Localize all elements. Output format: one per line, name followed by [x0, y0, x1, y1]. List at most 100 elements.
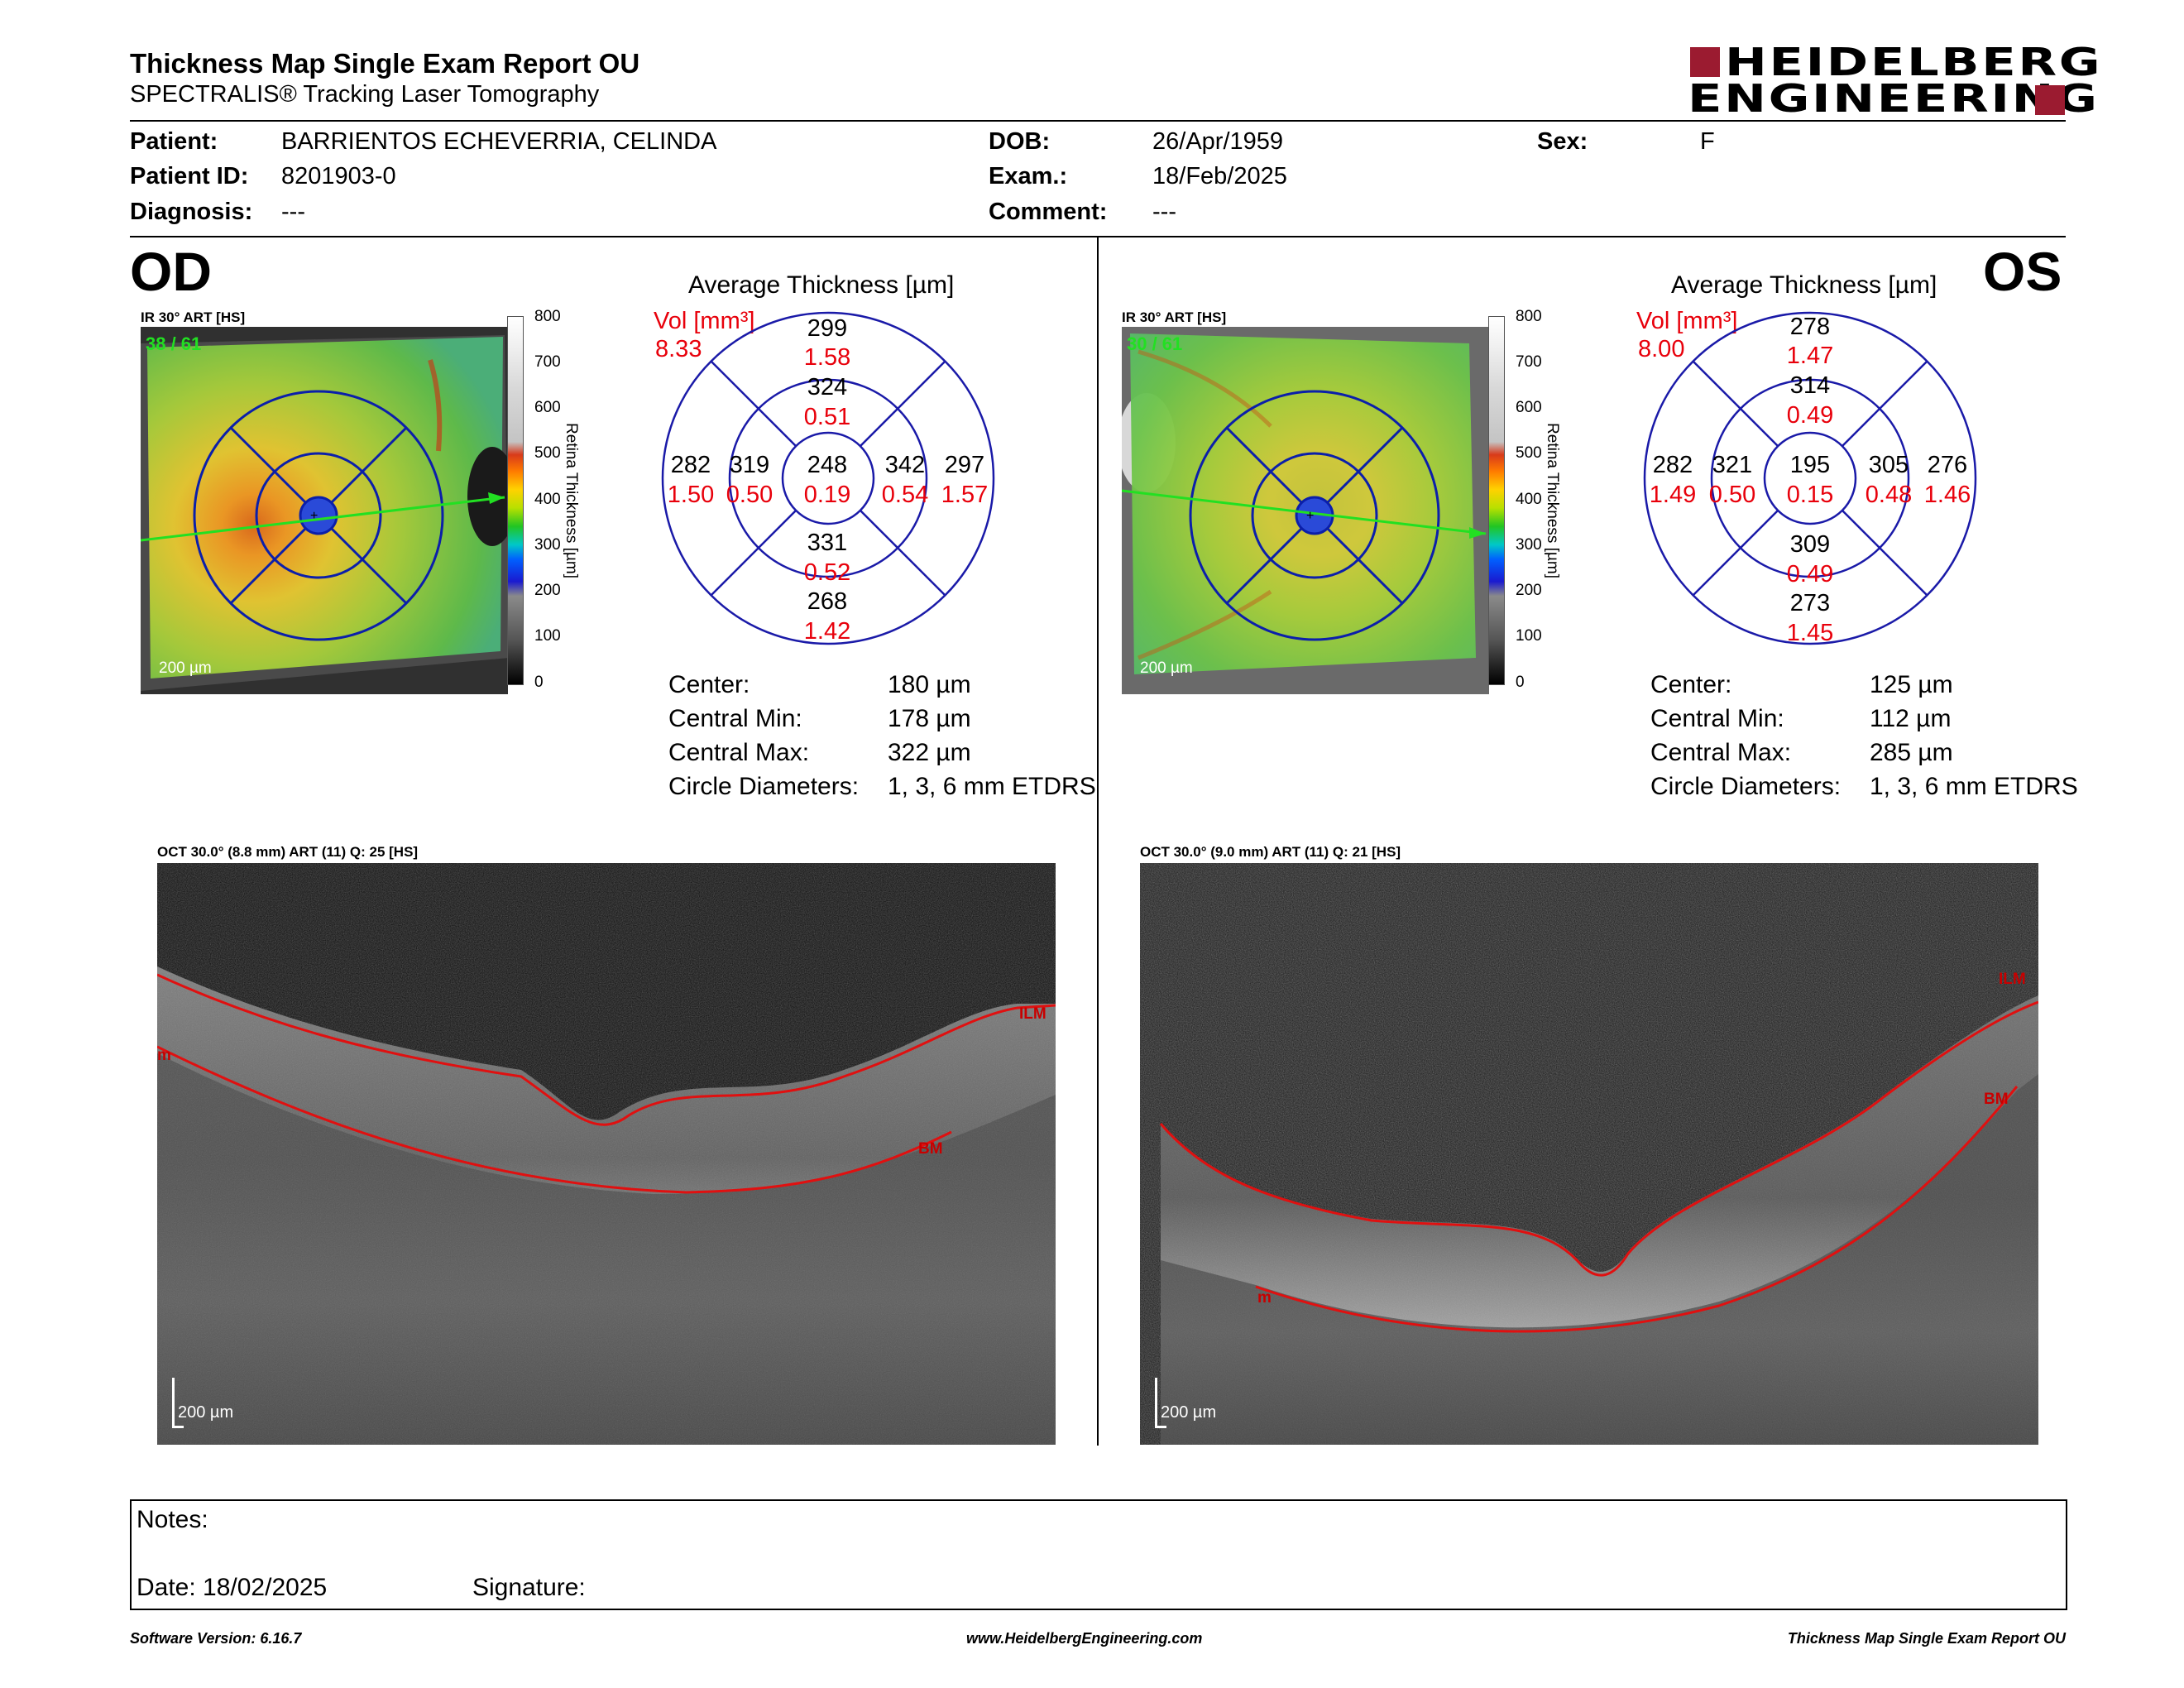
report-subtitle: SPECTRALIS® Tracking Laser Tomography — [130, 81, 600, 108]
exam-label: Exam.: — [989, 163, 1068, 189]
os-map-scale: 200 µm — [1140, 659, 1193, 677]
os-center-volume: 0.15 — [1786, 482, 1834, 508]
od-inner-left-thickness: 319 — [729, 452, 770, 478]
od-oct-svg — [157, 863, 1056, 1445]
os-inner-sup-thickness: 314 — [1789, 372, 1831, 399]
od-stat-label: Center: — [668, 671, 750, 698]
od-frames: 38 / 61 — [146, 333, 202, 354]
os-cb-tick: 300 — [1516, 536, 1542, 554]
od-stat-label: Circle Diameters: — [668, 773, 860, 800]
od-map-svg: + — [141, 327, 508, 694]
os-stat-value: 112 µm — [1870, 705, 1952, 732]
od-stat-value: 1, 3, 6 mm ETDRS — [888, 773, 1096, 800]
od-outer-left-volume: 1.50 — [667, 482, 715, 508]
od-cb-tick: 600 — [534, 399, 561, 416]
od-outer-right-thickness: 297 — [944, 452, 985, 478]
os-map-svg: + — [1122, 327, 1489, 694]
od-outer-inf-thickness: 268 — [807, 588, 848, 615]
od-outer-sup-volume: 1.58 — [803, 344, 851, 371]
footer-report-name: Thickness Map Single Exam Report OU — [1787, 1630, 2066, 1647]
os-cb-tick: 800 — [1516, 308, 1542, 325]
os-cb-tick: 600 — [1516, 399, 1542, 416]
os-inner-sup-volume: 0.49 — [1786, 402, 1834, 429]
os-inner-right-volume: 0.48 — [1865, 482, 1913, 508]
od-stat-value: 322 µm — [888, 739, 971, 766]
od-cb-tick: 800 — [534, 308, 561, 325]
os-avg-title: Average Thickness [µm] — [1671, 271, 1937, 299]
od-stat-label: Central Max: — [668, 739, 810, 766]
os-outer-left-volume: 1.49 — [1649, 482, 1697, 508]
os-vol-total: 8.00 — [1638, 336, 1685, 362]
os-outer-inf-thickness: 273 — [1789, 590, 1831, 616]
od-vol-total: 8.33 — [655, 336, 702, 362]
od-inner-left-volume: 0.50 — [726, 482, 774, 508]
od-stat-label: Central Min: — [668, 705, 802, 732]
diagnosis-label: Diagnosis: — [130, 199, 253, 225]
od-cb-tick: 300 — [534, 536, 561, 554]
os-center-thickness: 195 — [1789, 452, 1831, 478]
od-inner-right-volume: 0.54 — [881, 482, 929, 508]
od-outer-right-volume: 1.57 — [941, 482, 989, 508]
patient-name: BARRIENTOS ECHEVERRIA, CELINDA — [281, 128, 717, 155]
os-stat-value: 285 µm — [1870, 739, 1953, 766]
od-cb-tick: 500 — [534, 444, 561, 462]
od-inner-sup-volume: 0.51 — [803, 404, 851, 430]
notes-date: Date: 18/02/2025 — [136, 1574, 328, 1601]
od-inner-inf-thickness: 331 — [807, 530, 848, 556]
sex-label: Sex: — [1537, 128, 1588, 155]
svg-text:+: + — [310, 509, 318, 523]
os-ilm-label: ILM — [1999, 971, 2026, 988]
os-outer-inf-volume: 1.45 — [1786, 620, 1834, 646]
od-cb-tick: 0 — [534, 674, 544, 691]
od-cb-tick: 400 — [534, 491, 561, 508]
os-frames: 30 / 61 — [1127, 333, 1183, 354]
od-stat-value: 180 µm — [888, 671, 971, 698]
patient-label: Patient: — [130, 128, 218, 155]
report-title: Thickness Map Single Exam Report OU — [130, 48, 640, 79]
exam-value: 18/Feb/2025 — [1152, 163, 1287, 189]
os-inner-left-volume: 0.50 — [1708, 482, 1756, 508]
od-cb-tick: 100 — [534, 627, 561, 645]
od-stat-value: 178 µm — [888, 705, 971, 732]
od-ilm-label: ILM — [1019, 1005, 1046, 1023]
dob-label: DOB: — [989, 128, 1051, 155]
sex-value: F — [1700, 128, 1715, 155]
os-stat-label: Center: — [1650, 671, 1732, 698]
od-inner-inf-volume: 0.52 — [803, 559, 851, 586]
od-oct-scan: ILM BM m 200 µm — [157, 863, 1056, 1445]
svg-text:+: + — [1306, 509, 1314, 523]
os-cb-tick: 100 — [1516, 627, 1542, 645]
od-cb-tick: 200 — [534, 582, 561, 599]
os-inner-right-thickness: 305 — [1868, 452, 1909, 478]
od-center-volume: 0.19 — [803, 482, 851, 508]
os-colorbar — [1488, 316, 1505, 685]
od-eye-label: OD — [130, 241, 212, 302]
signature-label: Signature: — [472, 1574, 586, 1601]
patient-id-label: Patient ID: — [130, 163, 249, 189]
od-m-label: m — [157, 1047, 171, 1064]
od-inner-sup-thickness: 324 — [807, 374, 848, 400]
header-divider — [130, 120, 2066, 122]
os-outer-sup-thickness: 278 — [1789, 314, 1831, 340]
od-oct-scale: 200 µm — [178, 1403, 234, 1422]
od-ir-label: IR 30° ART [HS] — [141, 309, 246, 325]
od-cb-tick: 700 — [534, 353, 561, 371]
os-cb-tick: 400 — [1516, 491, 1542, 508]
os-outer-right-thickness: 276 — [1927, 452, 1968, 478]
os-colorbar-title: Retina Thickness [µm] — [1544, 423, 1561, 578]
info-divider — [130, 236, 2066, 237]
dob-value: 26/Apr/1959 — [1152, 128, 1284, 155]
os-oct-scale-bar — [1155, 1378, 1157, 1427]
os-stat-label: Central Max: — [1650, 739, 1792, 766]
os-etdrs-grid — [1643, 311, 1977, 645]
notes-label: Notes: — [136, 1506, 208, 1533]
os-outer-left-thickness: 282 — [1652, 452, 1693, 478]
os-outer-sup-volume: 1.47 — [1786, 343, 1834, 369]
od-outer-sup-thickness: 299 — [807, 315, 848, 342]
center-divider — [1097, 237, 1099, 1446]
os-oct-svg — [1140, 863, 2038, 1445]
os-cb-tick: 200 — [1516, 582, 1542, 599]
os-stat-value: 125 µm — [1870, 671, 1953, 698]
os-eye-label: OS — [1983, 241, 2062, 302]
od-avg-title: Average Thickness [µm] — [688, 271, 955, 299]
